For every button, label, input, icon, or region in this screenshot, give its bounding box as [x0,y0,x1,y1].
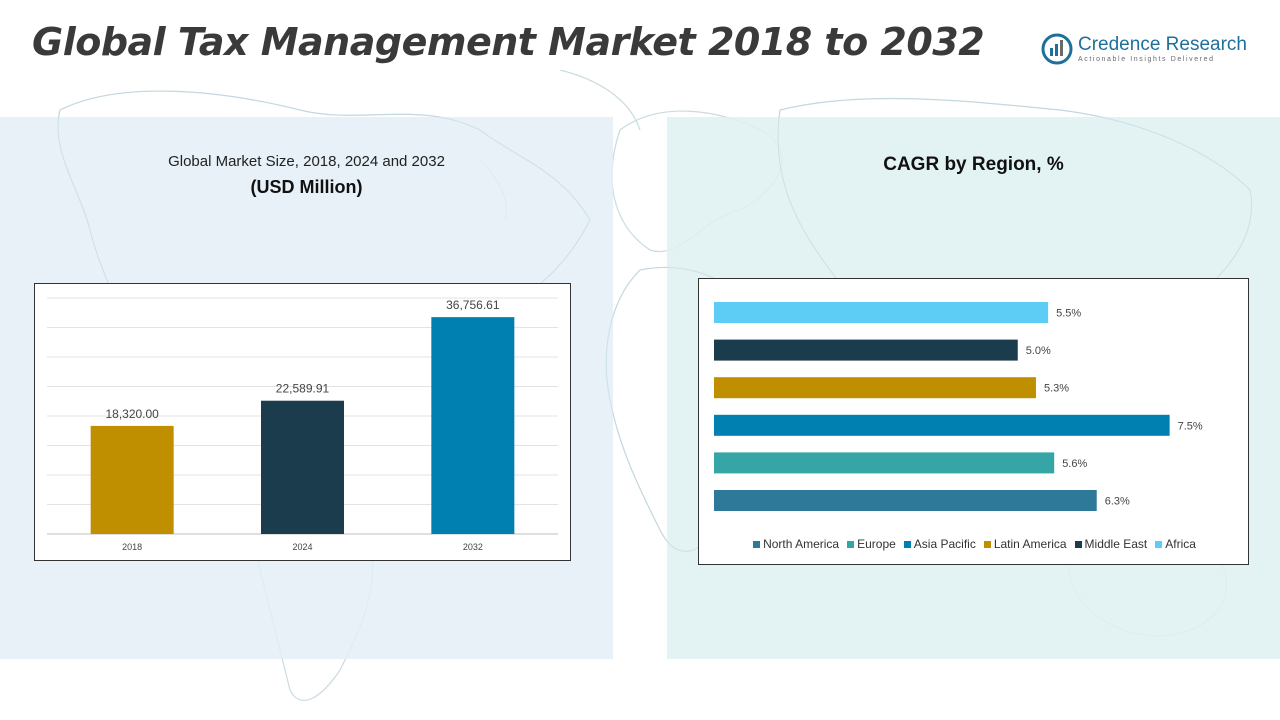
data-label: 5.5% [1056,308,1081,320]
legend-item: North America [753,537,839,551]
bar-latin-america [714,377,1036,399]
market-size-heading: Global Market Size, 2018, 2024 and 2032 [168,153,445,170]
data-label: 5.6% [1062,458,1087,470]
legend-swatch [1074,540,1082,548]
cagr-heading: CAGR by Region, % [883,154,1064,175]
credence-research-logo: Credence Research Actionable Insights De… [1040,32,1260,68]
legend-label: Latin America [993,537,1067,551]
bar-2024 [261,400,344,534]
bar-2032 [431,317,515,534]
bar-2018 [90,425,174,534]
legend-swatch [847,540,855,548]
data-label: 18,320.00 [105,407,159,421]
data-label: 5.0% [1026,345,1051,357]
legend-swatch [1155,540,1163,548]
market-size-unit: (USD Million) [250,177,363,197]
data-label: 22,589.91 [276,382,330,396]
legend-swatch [903,540,911,548]
logo-name: Credence Research [1078,34,1247,55]
bar-africa [714,302,1049,323]
cagr-chart-svg: 5.5% 5.0% 5.3% 7.5% 5.6% 6.3% [714,302,1203,511]
bar-middle-east [714,339,1018,361]
legend-item: Latin America [983,537,1067,551]
x-tick-label: 2018 [122,542,142,552]
bar-asia-pacific [714,414,1170,436]
market-size-chart: 18,320.00 2018 22,589.91 2024 36,756.61 2032 [34,283,571,561]
bar-north-america [714,490,1097,511]
data-label: 36,756.61 [446,298,500,312]
cagr-chart: 5.5% 5.0% 5.3% 7.5% 5.6% 6.3% North America Eu… [698,278,1249,565]
logo-tagline: Actionable Insights Delivered [1078,56,1215,63]
bar-europe [714,452,1055,474]
cagr-legend: North America Europe Asia Pacific Latin Ame… [699,537,1250,551]
legend-item: Africa [1155,537,1196,551]
logo-icon [1041,33,1073,65]
legend-item: Europe [847,537,896,551]
x-tick-label: 2024 [292,542,312,552]
data-label: 6.3% [1105,496,1130,508]
legend-swatch [753,540,761,548]
legend-label: Africa [1165,537,1196,551]
data-label: 7.5% [1178,420,1203,432]
legend-label: Middle East [1084,537,1148,551]
legend-label: Europe [857,537,896,551]
market-size-chart-svg: 18,320.00 2018 22,589.91 2024 36,756.61 2032 [47,297,558,552]
data-label: 5.3% [1044,383,1069,395]
legend-swatch [983,540,991,548]
legend-label: Asia Pacific [913,537,976,551]
legend-item: Asia Pacific [903,537,976,551]
legend-label: North America [763,537,840,551]
legend-item: Middle East [1074,537,1148,551]
x-tick-label: 2032 [463,542,483,552]
page-title: Global Tax Management Market 2018 to 203… [32,20,985,64]
